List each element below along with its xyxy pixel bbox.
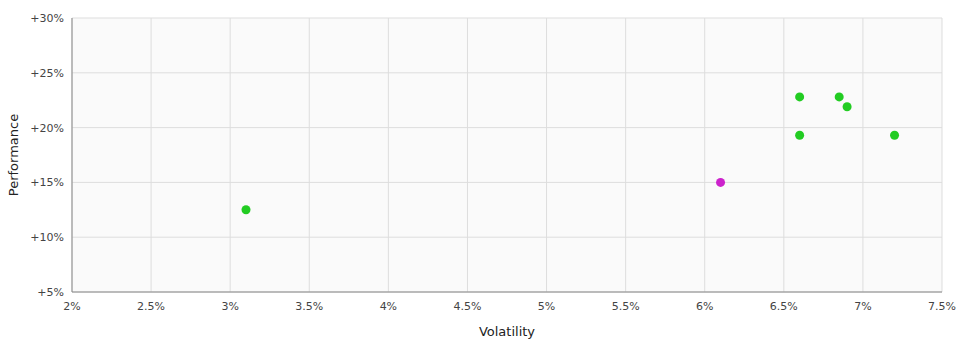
y-grid-line [72,182,942,183]
y-tick-label: +20% [30,122,64,135]
point [716,178,725,187]
x-tick-label: 5.5% [612,300,640,313]
y-axis-line [72,18,73,292]
y-axis-label: Performance [6,114,21,196]
y-tick-label: +15% [30,176,64,189]
plot-area [72,18,942,292]
x-tick-label: 7.5% [928,300,956,313]
x-tick-label: 7% [854,300,871,313]
x-grid-line [309,18,310,292]
x-tick-label: 6% [696,300,713,313]
x-grid-line [783,18,784,292]
point [795,131,804,140]
y-grid-line [72,18,942,19]
tick-labels: 2% 2.5% 3% 3.5% 4% 4.5% 5% 5.5% 6% 6.5% 7% 7.5% +5% +… [30,12,956,313]
x-tick-label: 4% [380,300,397,313]
x-tick-label: 3% [221,300,238,313]
y-tick-label: +10% [30,231,64,244]
x-tick-label: 6.5% [770,300,798,313]
y-tick-label: +30% [30,12,64,25]
x-tick-label: 4.5% [453,300,481,313]
point [890,131,899,140]
x-grid-line [625,18,626,292]
chart: 2% 2.5% 3% 3.5% 4% 4.5% 5% 5.5% 6% 6.5% 7% 7.5% +5% +… [0,0,966,350]
x-tick-label: 5% [538,300,555,313]
point [843,102,852,111]
x-grid-line [151,18,152,292]
x-grid-line [546,18,547,292]
y-grid-line [72,72,942,73]
grid [72,18,942,292]
y-grid-line [72,237,942,238]
y-tick-label: +25% [30,67,64,80]
points [242,92,900,214]
x-axis-label: Volatility [479,324,535,339]
x-axis-line [72,292,942,293]
point [242,205,251,214]
x-grid-line [388,18,389,292]
x-grid-line [467,18,468,292]
x-grid-line [942,18,943,292]
y-grid-line [72,127,942,128]
x-grid-line [704,18,705,292]
point [835,92,844,101]
x-grid-line [72,18,73,292]
x-grid-line [230,18,231,292]
point [795,92,804,101]
x-grid-line [862,18,863,292]
y-tick-label: +5% [37,286,64,299]
x-tick-label: 2% [63,300,80,313]
x-tick-label: 2.5% [137,300,165,313]
x-tick-label: 3.5% [295,300,323,313]
y-grid-line [72,292,942,293]
